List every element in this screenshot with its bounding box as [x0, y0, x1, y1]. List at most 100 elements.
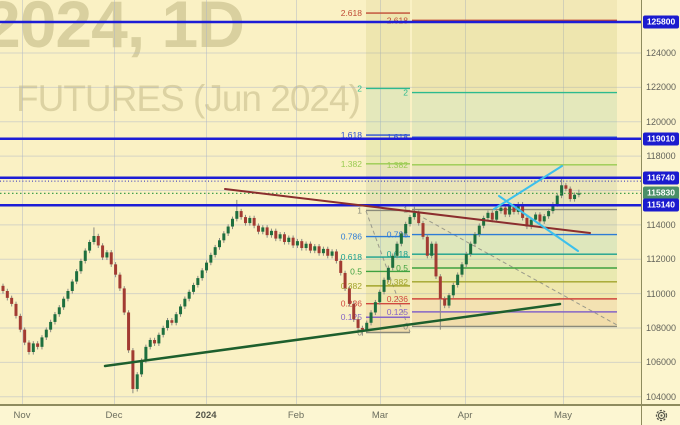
- price-badge: 115830: [643, 186, 679, 200]
- candle-down: [282, 234, 286, 243]
- price-axis[interactable]: 124000 122000 120000 118000 114000 112000 1100…: [641, 0, 680, 404]
- candle-up: [200, 270, 204, 279]
- fib-level-label: 1.382: [387, 160, 409, 170]
- candle-up: [174, 314, 178, 323]
- fib-band: [366, 13, 410, 89]
- fib-band: [366, 285, 410, 304]
- candle-down: [265, 227, 269, 236]
- gear-icon: [655, 409, 667, 422]
- candle-down: [417, 212, 421, 224]
- candle-up: [386, 267, 390, 280]
- candle-up: [516, 204, 520, 212]
- candle-down: [27, 342, 31, 353]
- candle-up: [144, 346, 148, 361]
- candle-down: [243, 217, 247, 224]
- fib-band: [412, 137, 617, 165]
- time-axis-label: May: [554, 410, 572, 421]
- candle-up: [473, 234, 477, 244]
- candle-up: [369, 312, 373, 323]
- horizontal-price-lines: [0, 20, 641, 207]
- candle-down: [317, 246, 321, 254]
- candle-down: [114, 264, 118, 275]
- candle-down: [521, 204, 525, 218]
- price-tick-label: 118000: [646, 151, 676, 162]
- fib-band: [412, 268, 617, 282]
- fib-band: [366, 0, 410, 14]
- candle-up: [464, 254, 468, 265]
- fib-level-label: 0.125: [341, 312, 363, 322]
- candle-up: [412, 212, 416, 218]
- fib-level-label: 1.618: [387, 132, 409, 142]
- candle-up: [278, 234, 282, 239]
- candle-down: [23, 329, 27, 343]
- candle-up: [92, 235, 96, 243]
- chart-canvas[interactable]: 2024, 1D FUTURES (Jun 2024) 00.1250.2360…: [0, 0, 641, 404]
- candle-up: [460, 264, 464, 275]
- fib-band: [412, 92, 617, 138]
- candle-down: [18, 315, 22, 330]
- candlestick-chart[interactable]: 0 0.125 0.236 0.382 0.5 0.618 0.786 1 1.382 1.618…: [0, 0, 641, 404]
- fib-band: [366, 236, 410, 258]
- candle-up: [213, 247, 217, 255]
- fib-level-label: 0.5: [350, 266, 362, 276]
- candle-up: [40, 337, 44, 347]
- price-badge: 115140: [643, 198, 679, 212]
- candle-up: [66, 290, 70, 299]
- candle-up: [218, 240, 221, 248]
- price-tick-label: 120000: [645, 116, 677, 127]
- fib-level-label: 1: [403, 205, 408, 215]
- candle-up: [148, 339, 152, 347]
- candle-up: [560, 185, 564, 196]
- price-tick-label: 114000: [646, 219, 676, 230]
- candle-up: [157, 334, 161, 344]
- candle-down: [170, 320, 174, 323]
- time-axis-label: Feb: [287, 410, 305, 421]
- fib-level-label: 1.382: [341, 159, 363, 169]
- fib-band: [412, 281, 617, 299]
- time-axis-label: 2024: [195, 410, 217, 421]
- candle-down: [434, 243, 438, 277]
- candle-down: [443, 298, 447, 306]
- price-tick-label: 124000: [645, 47, 677, 58]
- fib-level-label: 0.125: [387, 307, 409, 317]
- price-tick-label: 122000: [645, 82, 677, 93]
- candle-up: [365, 322, 369, 330]
- grid: [0, 0, 641, 404]
- candle-up: [555, 195, 559, 205]
- candle-down: [127, 312, 131, 351]
- candle-up: [456, 274, 460, 285]
- candle-down: [360, 327, 364, 330]
- fib-level-label: 0.5: [396, 263, 408, 273]
- candle-up: [183, 298, 187, 307]
- axis-settings-button[interactable]: [641, 404, 680, 425]
- candle-up: [313, 246, 317, 251]
- candle-down: [490, 212, 494, 220]
- price-badge: 125800: [643, 15, 679, 29]
- candle-down: [1, 285, 5, 291]
- fib-level-label: 2.618: [341, 8, 363, 18]
- fib-retracement-1: 0 0.125 0.236 0.382 0.5 0.618 0.786 1 1.382 1.618…: [341, 0, 411, 337]
- candle-up: [330, 251, 334, 256]
- candle-up: [551, 204, 555, 212]
- candle-up: [395, 243, 399, 256]
- fib-level-label: 0.236: [387, 294, 409, 304]
- trendlines: [103, 165, 591, 368]
- candle-up: [451, 284, 455, 296]
- candle-down: [421, 223, 425, 237]
- price-tick-label: 108000: [645, 322, 677, 333]
- time-axis[interactable]: Nov Dec 2024 Feb Mar Apr May: [0, 404, 641, 425]
- candle-up: [391, 255, 395, 268]
- candle-down: [101, 245, 105, 258]
- fib-level-label: 1: [357, 205, 362, 215]
- candle-up: [499, 207, 503, 212]
- candle-down: [339, 260, 343, 273]
- candle-down: [352, 303, 356, 320]
- fib-level-label: 0.236: [341, 299, 363, 309]
- candle-up: [534, 214, 538, 220]
- candle-up: [378, 291, 382, 303]
- candle-up: [53, 314, 57, 322]
- candle-up: [49, 321, 53, 330]
- candle-down: [334, 251, 338, 261]
- fib-band: [412, 234, 617, 255]
